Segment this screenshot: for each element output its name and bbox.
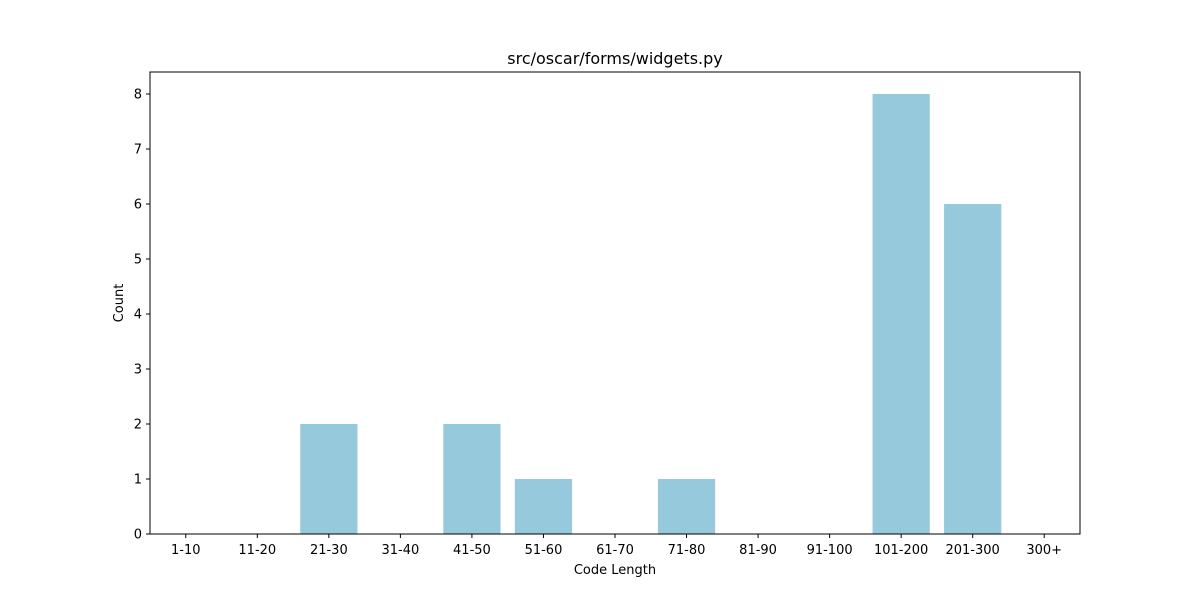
y-tick-label: 5 xyxy=(134,253,142,268)
bar-51-60 xyxy=(514,479,573,534)
bar-group xyxy=(300,94,1002,534)
bar-101-200 xyxy=(872,94,930,534)
y-tick-label: 4 xyxy=(134,308,142,323)
x-tick-label: 101-200 xyxy=(874,543,928,558)
x-tick-label: 21-30 xyxy=(310,543,348,558)
x-axis-ticks: 1-10 11-20 21-30 31-40 41-50 51-60 61-70 71-80 8… xyxy=(171,534,1062,558)
x-tick-label: 1-10 xyxy=(171,543,201,558)
plot-area-frame xyxy=(149,71,1081,535)
y-axis-label: Count xyxy=(112,284,127,323)
x-axis-label: Code Length xyxy=(574,563,656,578)
y-tick-label: 1 xyxy=(134,473,142,488)
y-tick-label: 7 xyxy=(134,143,142,158)
x-tick-label: 300+ xyxy=(1026,543,1062,558)
bar-41-50 xyxy=(443,424,501,534)
y-tick-label: 8 xyxy=(134,88,142,103)
y-tick-label: 0 xyxy=(134,528,142,543)
x-tick-label: 31-40 xyxy=(381,543,419,558)
x-tick-label: 41-50 xyxy=(453,543,491,558)
chart-title: src/oscar/forms/widgets.py xyxy=(507,49,722,68)
bar-21-30 xyxy=(300,424,358,534)
x-tick-label: 61-70 xyxy=(596,543,634,558)
x-tick-label: 71-80 xyxy=(668,543,706,558)
y-tick-label: 6 xyxy=(134,198,142,213)
bar-71-80 xyxy=(657,479,716,534)
x-tick-label: 11-20 xyxy=(238,543,276,558)
x-tick-label: 91-100 xyxy=(807,543,853,558)
bar-201-300 xyxy=(944,204,1002,534)
x-tick-label: 201-300 xyxy=(946,543,1000,558)
x-tick-label: 81-90 xyxy=(739,543,777,558)
x-tick-label: 51-60 xyxy=(525,543,563,558)
y-axis-ticks: 0 1 2 3 4 5 6 7 8 xyxy=(134,88,150,543)
y-tick-label: 2 xyxy=(134,418,142,433)
y-tick-label: 3 xyxy=(134,363,142,378)
